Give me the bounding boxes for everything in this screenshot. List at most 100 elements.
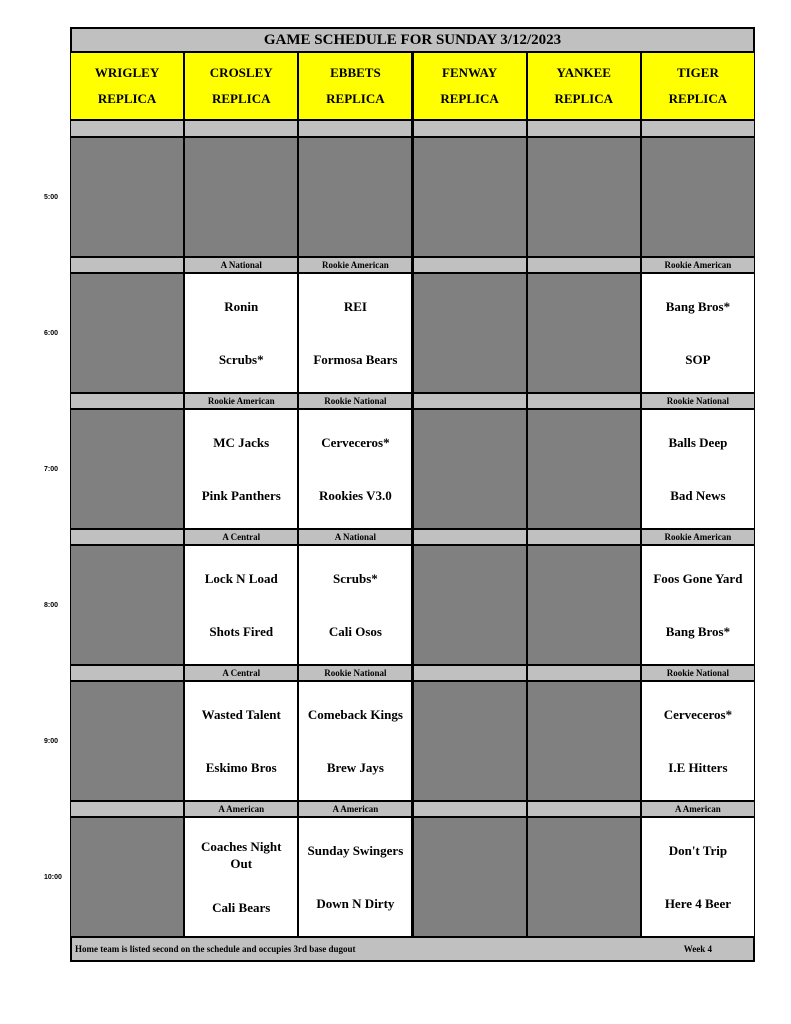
away-team: Comeback Kings — [307, 707, 403, 722]
game-cell[interactable]: REI Formosa Bears — [299, 274, 412, 392]
away-team: Balls Deep — [668, 435, 728, 450]
division-label — [71, 802, 184, 816]
empty-slot — [527, 682, 640, 800]
field-header: TIGER REPLICA — [641, 53, 754, 119]
division-label: Rookie American — [641, 530, 754, 544]
home-team: Down N Dirty — [316, 896, 395, 911]
time-label: 5:00 — [44, 194, 59, 201]
division-label: A National — [299, 530, 412, 544]
game-cell[interactable]: Sunday Swingers Down N Dirty — [299, 818, 412, 936]
empty-slot — [71, 682, 184, 800]
home-team: Bad News — [670, 488, 726, 503]
away-team: Foos Gone Yard — [653, 571, 743, 586]
away-team: Lock N Load — [204, 571, 278, 586]
division-label: A American — [299, 802, 412, 816]
empty-slot — [413, 818, 526, 936]
empty-slot — [413, 546, 526, 664]
home-team: SOP — [685, 352, 711, 367]
away-team: Scrubs* — [333, 571, 378, 586]
field-subtitle: REPLICA — [97, 91, 157, 106]
field-subtitle: REPLICA — [440, 91, 499, 106]
division-label: Rookie American — [185, 394, 298, 408]
home-team: I.E Hitters — [668, 760, 728, 775]
field-subtitle: REPLICA — [211, 91, 271, 106]
empty-slot — [413, 274, 526, 392]
division-label — [299, 121, 412, 136]
away-team: Bang Bros* — [665, 299, 731, 314]
division-label: Rookie National — [299, 666, 412, 680]
home-team: Shots Fired — [209, 624, 274, 639]
home-team: Formosa Bears — [313, 352, 398, 367]
empty-slot — [527, 410, 640, 528]
field-name: EBBETS — [330, 65, 381, 80]
game-cell[interactable]: Don't Trip Here 4 Beer — [641, 818, 754, 936]
game-cell[interactable]: MC Jacks Pink Panthers — [185, 410, 298, 528]
division-label: Rookie National — [299, 394, 412, 408]
away-team: Don't Trip — [668, 843, 728, 858]
division-label — [71, 394, 184, 408]
field-name: YANKEE — [556, 65, 611, 80]
field-subtitle: REPLICA — [668, 91, 728, 106]
division-label: Rookie National — [641, 666, 754, 680]
division-label — [527, 530, 640, 544]
home-team: Pink Panthers — [201, 488, 281, 503]
away-team: REI — [343, 299, 367, 314]
empty-slot — [185, 138, 298, 256]
empty-slot — [527, 818, 640, 936]
empty-slot — [413, 682, 526, 800]
empty-slot — [71, 410, 184, 528]
home-team: Cali Osos — [328, 624, 382, 639]
home-team: Here 4 Beer — [664, 896, 731, 911]
field-header: FENWAY REPLICA — [413, 53, 526, 119]
empty-slot — [71, 818, 184, 936]
game-cell[interactable]: Balls Deep Bad News — [641, 410, 754, 528]
field-header: WRIGLEY REPLICA — [71, 53, 184, 119]
time-label: 9:00 — [44, 738, 59, 745]
game-cell[interactable]: Lock N Load Shots Fired — [185, 546, 298, 664]
empty-slot — [71, 274, 184, 392]
home-team: Rookies V3.0 — [319, 488, 392, 503]
home-team: Cali Bears — [212, 900, 271, 916]
week-label: Week 4 — [683, 944, 712, 954]
division-label: Rookie National — [641, 394, 754, 408]
game-cell[interactable]: Coaches Night Out Cali Bears — [185, 818, 298, 936]
division-label: A Central — [185, 666, 298, 680]
division-label — [527, 802, 640, 816]
division-label — [185, 121, 298, 136]
division-label — [413, 802, 526, 816]
game-cell[interactable]: Cerveceros* Rookies V3.0 — [299, 410, 412, 528]
division-label — [641, 121, 754, 136]
field-name: WRIGLEY — [94, 65, 160, 80]
game-cell[interactable]: Wasted Talent Eskimo Bros — [185, 682, 298, 800]
away-team: Coaches Night Out — [200, 838, 282, 871]
time-label: 6:00 — [44, 330, 59, 337]
division-label: A National — [185, 258, 298, 272]
game-cell[interactable]: Ronin Scrubs* — [185, 274, 298, 392]
home-team: Bang Bros* — [665, 624, 731, 639]
game-cell[interactable]: Comeback Kings Brew Jays — [299, 682, 412, 800]
field-name: CROSLEY — [209, 65, 273, 80]
division-label: A American — [185, 802, 298, 816]
division-label: Rookie American — [299, 258, 412, 272]
home-team: Eskimo Bros — [205, 760, 277, 775]
away-team: MC Jacks — [213, 435, 270, 450]
division-label — [527, 394, 640, 408]
game-cell[interactable]: Bang Bros* SOP — [641, 274, 754, 392]
away-team: Cerveceros* — [321, 435, 390, 450]
time-label: 7:00 — [44, 466, 59, 473]
empty-slot — [71, 546, 184, 664]
game-cell[interactable]: Foos Gone Yard Bang Bros* — [641, 546, 754, 664]
time-label: 8:00 — [44, 602, 59, 609]
division-label — [413, 666, 526, 680]
empty-slot — [641, 138, 754, 256]
division-label: Rookie American — [641, 258, 754, 272]
game-cell[interactable]: Cerveceros* I.E Hitters — [641, 682, 754, 800]
home-team: Scrubs* — [218, 352, 264, 367]
game-cell[interactable]: Scrubs* Cali Osos — [299, 546, 412, 664]
away-team: Wasted Talent — [201, 707, 281, 722]
away-team: Cerveceros* — [663, 707, 733, 722]
division-label — [71, 666, 184, 680]
time-label: 10:00 — [44, 874, 62, 881]
division-label — [413, 394, 526, 408]
division-label: A American — [641, 802, 754, 816]
